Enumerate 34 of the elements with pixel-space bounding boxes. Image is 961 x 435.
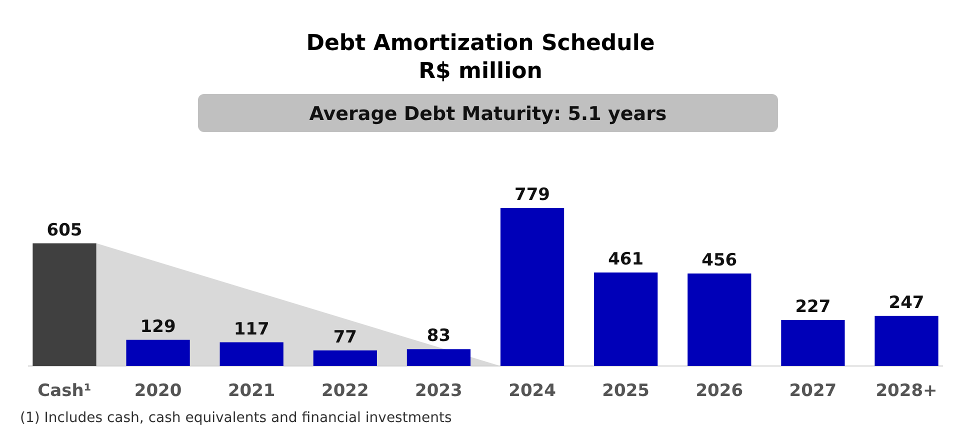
chart-title: Debt Amortization Schedule (306, 31, 655, 56)
data-label: 605 (46, 220, 82, 240)
data-label: 779 (514, 185, 550, 205)
x-tick-label: 2021 (228, 381, 276, 401)
bar (688, 274, 752, 366)
bar (781, 320, 845, 366)
text: Average Debt Maturity: 5.1 years (309, 103, 667, 125)
bar (500, 208, 564, 366)
data-label: 461 (608, 250, 644, 270)
data-label: 129 (140, 316, 176, 337)
x-tick-label: 2025 (602, 381, 650, 401)
text: (1) Includes cash, cash equivalents and financial investments (20, 410, 452, 426)
bar (406, 349, 471, 366)
x-tick-label: 2020 (134, 381, 182, 401)
x-tick-label: 2027 (789, 381, 837, 401)
data-label: 83 (426, 326, 451, 346)
bar (874, 316, 938, 366)
data-label: 77 (333, 327, 357, 348)
x-tick-label: 2028+ (876, 381, 938, 401)
data-label: 227 (795, 296, 831, 317)
bar (313, 350, 377, 366)
chart-subtitle: R$ million (418, 59, 542, 84)
x-tick-label: 2024 (508, 381, 556, 401)
data-label: 117 (234, 319, 270, 340)
x-tick-label: 2023 (415, 381, 462, 401)
x-tick-label: 2026 (696, 381, 744, 401)
data-label: 456 (702, 250, 738, 271)
bar (220, 342, 284, 366)
x-tick-label: 2022 (322, 381, 369, 401)
bar (32, 243, 96, 366)
bar (594, 272, 658, 366)
x-tick-label: Cash¹ (38, 381, 92, 401)
data-label: 247 (888, 292, 924, 313)
bar (126, 340, 190, 366)
